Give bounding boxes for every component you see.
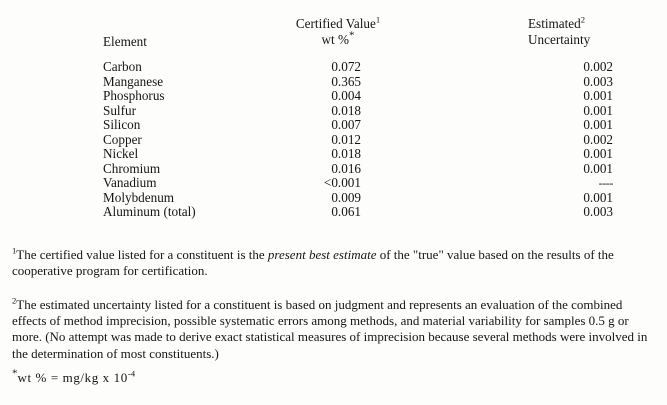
- cell-element: Copper: [103, 131, 142, 147]
- cell-uncertainty: 0.001: [583, 146, 613, 162]
- cell-element: Manganese: [103, 73, 164, 89]
- cell-element: Aluminum (total): [103, 204, 196, 220]
- table-row: Manganese 0.365 0.003: [0, 73, 667, 90]
- table-row: Copper 0.012 0.002: [0, 131, 667, 148]
- cell-certified-value: 0.009: [331, 189, 361, 205]
- cell-certified-value: 0.018: [331, 102, 361, 118]
- cell-certified-value: 0.072: [331, 59, 361, 74]
- column-header-estimated-text: Estimated: [528, 16, 581, 31]
- footnote-one-italic: present best estimate: [267, 247, 377, 262]
- cell-element: Silicon: [103, 117, 141, 133]
- footnote-one-part2: of the "true" value based on the results…: [12, 247, 614, 279]
- footnote-two-text: The estimated uncertainty listed for a c…: [12, 297, 648, 361]
- cell-element: Sulfur: [103, 102, 136, 118]
- table-row: Aluminum (total) 0.061 0.003: [0, 205, 667, 220]
- cell-certified-value: 0.061: [331, 204, 361, 220]
- cell-uncertainty: 0.003: [583, 204, 613, 220]
- column-header-certified-value: Certified Value1 wt %*: [258, 14, 418, 48]
- cell-certified-value: 0.004: [331, 88, 361, 104]
- cell-element: Nickel: [103, 146, 139, 162]
- footnote-star-exponent: -4: [127, 368, 136, 379]
- column-header-certified-value-unit: wt %: [321, 32, 349, 47]
- column-header-estimated-uncertainty: Estimated2 Uncertainty: [528, 14, 667, 48]
- footnote-marker-1: 1: [375, 14, 381, 25]
- table-row: Chromium 0.016 0.001: [0, 160, 667, 177]
- cell-uncertainty: 0.001: [583, 102, 613, 118]
- table-header: Element Certified Value1 wt %* Estimated…: [0, 8, 667, 54]
- cell-element: Phosphorus: [103, 88, 165, 104]
- footnote-one-part1: The certified value listed for a constit…: [16, 247, 268, 262]
- table-row: Molybdenum 0.009 0.001: [0, 189, 667, 206]
- column-header-certified-value-text: Certified Value: [295, 16, 376, 31]
- column-header-uncertainty-text: Uncertainty: [528, 32, 591, 47]
- cell-uncertainty: 0.001: [583, 117, 613, 133]
- table-body: Carbon 0.072 0.002 Manganese 0.365 0.003 Phosp…: [0, 59, 667, 220]
- cell-element: Vanadium: [103, 175, 157, 191]
- cell-uncertainty: ----: [598, 176, 614, 191]
- cell-uncertainty: 0.002: [583, 131, 613, 147]
- footnote-marker-star: *: [348, 29, 355, 42]
- footnote-two: 2The estimated uncertainty listed for a …: [12, 295, 657, 362]
- table-row: Silicon 0.007 0.001: [0, 118, 667, 133]
- footnote-star: *wt % = mg/kg x 10-4: [12, 367, 412, 386]
- cell-uncertainty: 0.001: [583, 160, 613, 176]
- cell-certified-value: <0.001: [323, 175, 361, 191]
- cell-certified-value: 0.012: [331, 131, 361, 147]
- column-header-element: Element: [103, 34, 147, 49]
- footnote-marker-2: 2: [580, 14, 586, 25]
- footnote-star-text: wt % = mg/kg x 10: [17, 370, 128, 385]
- footnote-two-marker: 2: [12, 295, 17, 306]
- table-row: Carbon 0.072 0.002: [0, 59, 667, 75]
- table-row: Vanadium <0.001 ----: [0, 176, 667, 191]
- cell-certified-value: 0.016: [331, 160, 361, 176]
- cell-uncertainty: 0.002: [583, 59, 613, 74]
- cell-element: Carbon: [103, 59, 142, 74]
- cell-element: Chromium: [103, 160, 161, 176]
- table-row: Nickel 0.018 0.001: [0, 147, 667, 162]
- cell-uncertainty: 0.003: [583, 73, 613, 89]
- table-row: Phosphorus 0.004 0.001: [0, 89, 667, 104]
- cell-certified-value: 0.365: [331, 73, 361, 89]
- table-row: Sulfur 0.018 0.001: [0, 102, 667, 119]
- cell-certified-value: 0.007: [331, 117, 361, 133]
- footnote-one-marker: 1: [12, 245, 17, 256]
- cell-element: Molybdenum: [103, 189, 175, 205]
- footnote-one: 1The certified value listed for a consti…: [12, 245, 657, 279]
- cell-certified-value: 0.018: [331, 146, 361, 162]
- cell-uncertainty: 0.001: [583, 189, 613, 205]
- footnote-star-marker: *: [12, 367, 18, 380]
- cell-uncertainty: 0.001: [583, 88, 613, 104]
